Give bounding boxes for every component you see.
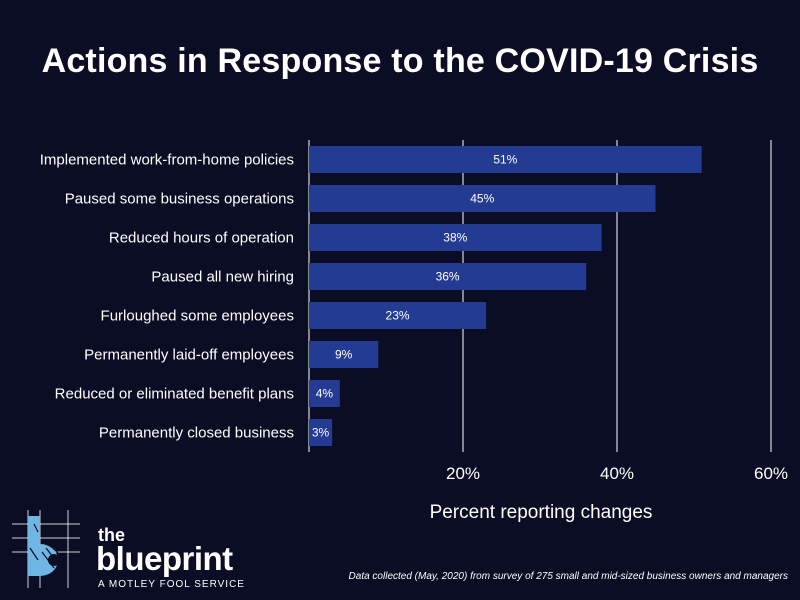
category-label: Furloughed some employees bbox=[101, 308, 294, 325]
bar bbox=[309, 146, 702, 173]
category-label: Paused all new hiring bbox=[151, 269, 294, 286]
bar bbox=[309, 224, 602, 251]
category-label: Implemented work-from-home policies bbox=[40, 152, 294, 169]
chart-title: Actions in Response to the COVID-19 Cris… bbox=[41, 42, 759, 80]
data-label: 45% bbox=[470, 192, 494, 206]
x-tick-label: 60% bbox=[754, 464, 788, 483]
brand-wordmark: blueprint bbox=[96, 540, 233, 577]
category-label: Permanently closed business bbox=[99, 425, 294, 442]
bar bbox=[309, 302, 487, 329]
data-label: 36% bbox=[436, 270, 460, 284]
bar bbox=[309, 380, 340, 407]
brand-the: the bbox=[98, 525, 125, 545]
x-tick-label: 40% bbox=[600, 464, 634, 483]
data-label: 23% bbox=[386, 309, 410, 323]
category-label: Reduced or eliminated benefit plans bbox=[55, 386, 294, 403]
bar bbox=[309, 263, 587, 290]
category-label: Paused some business operations bbox=[65, 191, 294, 208]
x-axis-title: Percent reporting changes bbox=[430, 502, 653, 523]
category-label: Permanently laid-off employees bbox=[84, 347, 294, 364]
brand-tagline: A MOTLEY FOOL SERVICE bbox=[98, 579, 245, 590]
x-tick-label: 20% bbox=[446, 464, 480, 483]
brand-logo: the blueprint A MOTLEY FOOL SERVICE bbox=[10, 508, 270, 594]
bar bbox=[309, 185, 656, 212]
data-label: 38% bbox=[443, 231, 467, 245]
data-footnote: Data collected (May, 2020) from survey o… bbox=[348, 571, 788, 582]
data-label: 51% bbox=[493, 153, 517, 167]
data-label: 4% bbox=[316, 387, 334, 401]
category-label: Reduced hours of operation bbox=[109, 230, 294, 247]
bar bbox=[309, 341, 379, 368]
blueprint-b-icon bbox=[12, 510, 80, 588]
bar bbox=[309, 419, 333, 446]
data-label: 3% bbox=[312, 426, 330, 440]
data-label: 9% bbox=[335, 348, 353, 362]
